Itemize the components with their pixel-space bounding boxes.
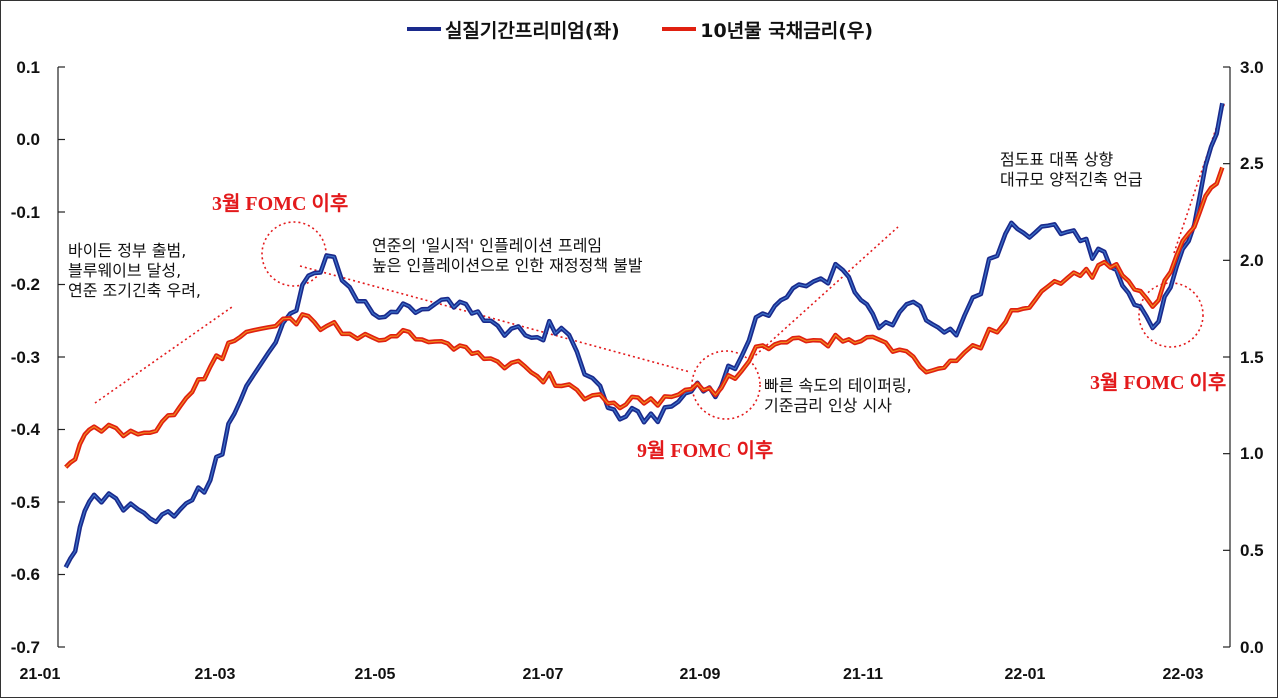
annotation-biden: 바이든 정부 출범, 블루웨이브 달성, 연준 조기긴축 우려, (68, 241, 201, 301)
annotation-line: 점도표 대폭 상향 (1000, 150, 1114, 169)
y-left-tick: -0.2 (10, 275, 40, 294)
y-right-tick: 0.5 (1240, 541, 1264, 560)
y-left-tick: -0.6 (10, 565, 40, 584)
x-tick: 21-05 (354, 666, 396, 683)
x-tick: 21-11 (842, 666, 884, 683)
x-tick: 21-01 (19, 666, 61, 683)
annotation-dot-plot: 점도표 대폭 상향 대규모 양적긴축 언급 (1000, 150, 1143, 190)
annotation-line: 바이든 정부 출범, (68, 241, 187, 260)
annotation-line: 대규모 양적긴축 언급 (1000, 170, 1143, 189)
y-right-tick: 0.0 (1240, 638, 1264, 657)
legend-swatch-red (662, 27, 697, 31)
y-right-tick: 1.0 (1240, 444, 1264, 463)
annotation-line: 빠른 속도의 테이퍼링, (764, 376, 912, 395)
y-left-tick: -0.4 (10, 420, 40, 439)
y-right-tick: 1.5 (1240, 348, 1264, 367)
x-tick: 21-07 (522, 666, 564, 683)
x-tick: 22-03 (1162, 666, 1204, 683)
annotation-line: 연준 조기긴축 우려, (68, 281, 202, 300)
legend-item-term-premium: 실질기간프리미엄(좌) (406, 16, 620, 43)
annotation-tapering: 빠른 속도의 테이퍼링, 기준금리 인상 시사 (764, 376, 912, 416)
y-left-tick: -0.5 (10, 493, 40, 512)
annotation-line: 기준금리 인상 시사 (764, 396, 892, 415)
x-tick: 22-01 (1004, 666, 1046, 683)
y-left-tick: 0.1 (16, 58, 40, 77)
series-lines (63, 102, 1225, 569)
legend-swatch-blue (406, 27, 441, 31)
fomc-label-mar-2022: 3월 FOMC 이후 (1090, 372, 1227, 394)
x-tick: 21-03 (194, 666, 236, 683)
y-left-tick: -0.7 (10, 638, 40, 657)
fomc-label-sep-2021: 9월 FOMC 이후 (637, 440, 774, 462)
y-right-tick: 2.0 (1240, 251, 1264, 270)
legend: 실질기간프리미엄(좌) 10년물 국채금리(우) (0, 14, 1280, 43)
y-left-tick: -0.1 (10, 203, 40, 222)
annotation-line: 연준의 '일시적' 인플레이션 프레임 (372, 236, 603, 255)
annotation-line: 블루웨이브 달성, (68, 261, 182, 280)
y-right-tick: 3.0 (1240, 58, 1264, 77)
legend-item-treasury-yield: 10년물 국채금리(우) (662, 16, 873, 43)
y-left-tick: 0.0 (16, 130, 40, 149)
legend-label-term-premium: 실질기간프리미엄(좌) (444, 19, 620, 42)
y-right-tick: 2.5 (1240, 154, 1264, 173)
annotation-transitory-inflation: 연준의 '일시적' 인플레이션 프레임 높은 인플레이션으로 인한 재정정책 불… (372, 236, 643, 276)
legend-label-treasury-yield: 10년물 국채금리(우) (700, 19, 874, 42)
x-tick: 21-09 (679, 666, 721, 683)
annotation-line: 높은 인플레이션으로 인한 재정정책 불발 (372, 256, 643, 275)
fomc-label-mar-2021: 3월 FOMC 이후 (212, 193, 349, 215)
axes (57, 66, 1231, 648)
y-left-tick: -0.3 (10, 348, 40, 367)
